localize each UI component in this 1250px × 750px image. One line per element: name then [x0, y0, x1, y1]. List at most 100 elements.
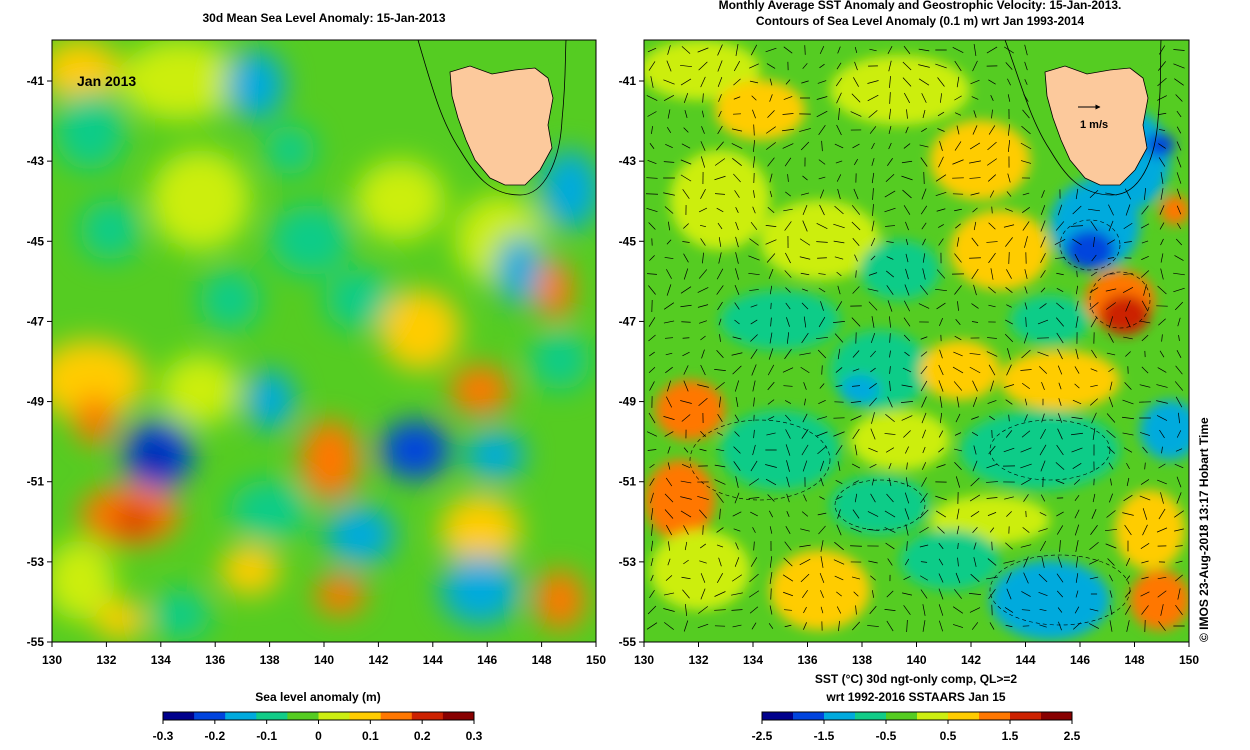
right-colorbar-segment: [979, 712, 1011, 720]
velocity-vector: [988, 252, 996, 264]
velocity-vector: [902, 367, 912, 373]
velocity-vector: [905, 268, 909, 280]
right-ytick-label: -49: [619, 395, 637, 409]
right-sst-field: [644, 40, 1189, 642]
velocity-vector: [699, 320, 707, 324]
velocity-vector: [986, 576, 998, 580]
velocity-vector: [1056, 302, 1064, 310]
velocity-vector: [1089, 189, 1099, 199]
velocity-vector: [869, 397, 877, 407]
velocity-vector: [886, 256, 894, 260]
velocity-vector: [1126, 477, 1130, 487]
velocity-vector: [850, 415, 862, 421]
left-xtick-label: 144: [423, 653, 443, 667]
velocity-vector: [918, 78, 930, 86]
velocity-vector: [853, 591, 859, 597]
velocity-vector: [1123, 494, 1133, 502]
right-colorbar-tick-label: 2.5: [1064, 729, 1081, 743]
velocity-vector: [665, 366, 673, 374]
velocity-vector: [903, 317, 911, 327]
velocity-vector: [701, 349, 705, 359]
velocity-vector: [903, 45, 911, 55]
velocity-vector: [663, 302, 675, 310]
velocity-vector: [1144, 188, 1146, 200]
velocity-vector: [1058, 398, 1062, 406]
velocity-vector: [853, 77, 859, 87]
left-sla-field: [52, 40, 596, 642]
velocity-vector: [785, 526, 791, 534]
velocity-vector: [905, 253, 909, 263]
right-ytick-label: -47: [619, 314, 637, 328]
velocity-vector: [664, 206, 674, 214]
velocity-vector: [935, 495, 947, 501]
velocity-vector: [884, 433, 896, 435]
velocity-vector: [819, 496, 825, 500]
velocity-vector: [683, 253, 689, 263]
velocity-vector: [868, 447, 878, 453]
velocity-vector: [1125, 557, 1131, 567]
velocity-vector: [1157, 112, 1167, 116]
velocity-vector: [1090, 316, 1098, 328]
velocity-vector: [1106, 302, 1116, 310]
velocity-vector: [886, 620, 894, 632]
velocity-vector: [987, 158, 997, 166]
velocity-vector: [663, 95, 675, 101]
velocity-vector: [855, 605, 857, 615]
velocity-vector: [938, 620, 944, 632]
velocity-vector: [1007, 140, 1011, 152]
velocity-vector: [734, 190, 740, 198]
velocity-vector: [988, 445, 996, 455]
velocity-vector: [1058, 621, 1062, 631]
velocity-vector: [734, 414, 740, 422]
velocity-vector: [799, 352, 811, 356]
velocity-vector: [684, 541, 688, 551]
velocity-vector: [887, 300, 893, 312]
velocity-vector: [800, 192, 810, 196]
velocity-vector: [835, 367, 843, 373]
velocity-vector: [1175, 365, 1183, 375]
velocity-vector: [1175, 545, 1183, 547]
velocity-vector: [1106, 429, 1116, 439]
velocity-vector: [818, 125, 826, 135]
velocity-vector: [988, 79, 996, 85]
velocity-vector: [1158, 143, 1166, 149]
velocity-vector: [835, 385, 843, 387]
velocity-vector: [799, 128, 811, 132]
velocity-vector: [885, 413, 895, 423]
velocity-vector: [1108, 396, 1114, 408]
velocity-vector: [987, 512, 997, 516]
velocity-vector: [1139, 495, 1151, 501]
velocity-vector: [835, 301, 843, 311]
velocity-vector: [938, 573, 944, 583]
velocity-vector: [904, 92, 910, 104]
velocity-vector: [1074, 524, 1080, 536]
velocity-vector: [1158, 318, 1166, 326]
velocity-vector: [1040, 205, 1046, 215]
velocity-vector: [769, 78, 773, 86]
velocity-vector: [648, 334, 656, 342]
velocity-vector: [715, 381, 725, 391]
velocity-vector: [783, 208, 793, 212]
velocity-vector: [697, 495, 709, 501]
velocity-vector: [834, 143, 844, 149]
velocity-vector: [852, 621, 860, 631]
velocity-vector: [903, 576, 911, 580]
velocity-vector: [651, 126, 653, 134]
velocity-vector: [683, 365, 689, 375]
velocity-vector: [1106, 352, 1116, 356]
velocity-vector: [646, 431, 658, 437]
velocity-vector: [1058, 382, 1062, 390]
velocity-vector: [783, 591, 793, 597]
velocity-vector: [784, 400, 792, 404]
velocity-vector: [1157, 590, 1167, 598]
velocity-vector: [1125, 300, 1131, 312]
velocity-vector: [986, 481, 998, 483]
velocity-vector: [667, 446, 671, 454]
velocity-vector: [767, 364, 775, 376]
velocity-vector: [920, 589, 928, 599]
velocity-vector: [770, 588, 772, 600]
velocity-vector: [920, 493, 928, 503]
velocity-vector: [735, 476, 739, 488]
velocity-vector: [753, 140, 755, 152]
velocity-vector: [716, 493, 724, 503]
